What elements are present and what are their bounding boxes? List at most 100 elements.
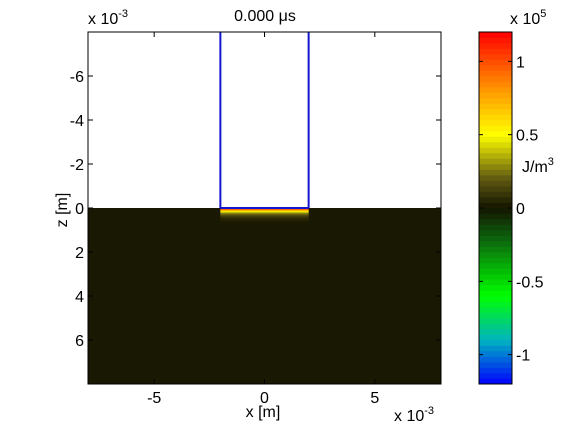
colorbar-band — [479, 164, 512, 170]
x-tick-label: 5 — [370, 390, 379, 407]
colorbar-band — [479, 32, 512, 38]
colorbar-band — [479, 356, 512, 363]
colorbar-band — [479, 340, 512, 346]
colorbar-band — [479, 329, 512, 335]
colorbar-band — [479, 235, 512, 242]
colorbar-band — [479, 120, 512, 126]
colorbar-band — [479, 257, 512, 264]
x-tick-label: -5 — [147, 390, 161, 407]
colorbar-band — [479, 362, 512, 368]
colorbar-band — [479, 334, 512, 341]
colorbar-band — [479, 81, 512, 88]
colorbar-band — [479, 158, 512, 165]
energy-strip — [220, 219, 309, 222]
colorbar-band — [479, 103, 512, 110]
colorbar-band — [479, 186, 512, 192]
colorbar-band — [479, 307, 512, 313]
colorbar-band — [479, 224, 512, 231]
colorbar-band — [479, 169, 512, 176]
z-tick-label: 4 — [75, 289, 84, 306]
colorbar-band — [479, 290, 512, 297]
colorbar-band — [479, 175, 512, 181]
colorbar-band — [479, 296, 512, 302]
colorbar-unit-base: J/m — [522, 159, 548, 176]
colorbar-band — [479, 142, 512, 148]
colorbar-band — [479, 373, 512, 379]
colorbar-band — [479, 109, 512, 115]
colorbar-band — [479, 191, 512, 198]
colorbar-band — [479, 274, 512, 280]
energy-strip — [220, 218, 309, 220]
medium-region — [88, 208, 441, 384]
x-multiplier-exponent: -3 — [424, 405, 434, 417]
colorbar-band — [479, 48, 512, 55]
colorbar-band — [479, 241, 512, 247]
z-multiplier-exponent: -3 — [118, 8, 128, 20]
colorbar-band — [479, 263, 512, 269]
colorbar-tick-label: -1 — [516, 348, 530, 365]
colorbar-band — [479, 92, 512, 99]
x-multiplier: x 10-3 — [394, 405, 434, 425]
colorbar-band — [479, 43, 512, 49]
x-ticks: -5 0 5 — [147, 32, 379, 407]
colorbar-band — [479, 367, 512, 374]
plot-title: 0.000 μs — [234, 8, 296, 25]
upper-region — [88, 32, 441, 208]
z-tick-label: -6 — [70, 69, 84, 86]
colorbar: -1 -0.5 0 0.5 1 — [478, 31, 544, 385]
energy-strip — [220, 211, 309, 214]
colorbar-band — [479, 180, 512, 187]
z-ticks: -6 -4 -2 0 2 4 6 — [70, 69, 441, 350]
colorbar-band — [479, 252, 512, 258]
energy-layer — [220, 208, 309, 224]
energy-strip — [220, 213, 309, 215]
z-tick-label: 2 — [75, 245, 84, 262]
colorbar-band — [479, 136, 512, 143]
colorbar-unit: J/m3 — [522, 156, 554, 176]
colorbar-band — [479, 246, 512, 253]
colorbar-multiplier: x 105 — [510, 8, 546, 28]
colorbar-band — [479, 323, 512, 330]
z-axis-label: z [m] — [54, 193, 71, 228]
colorbar-band — [479, 345, 512, 352]
colorbar-band — [479, 87, 512, 93]
energy-strip — [220, 222, 309, 224]
colorbar-band — [479, 312, 512, 319]
colorbar-band — [479, 76, 512, 82]
colorbar-band — [479, 285, 512, 291]
colorbar-band — [479, 208, 512, 214]
colorbar-band — [479, 125, 512, 132]
colorbar-band — [479, 378, 512, 385]
colorbar-band — [479, 213, 512, 220]
colorbar-band — [479, 131, 512, 137]
colorbar-multiplier-exponent: 5 — [540, 8, 546, 20]
energy-strip — [220, 220, 309, 223]
colorbar-multiplier-base: x 10 — [510, 11, 540, 28]
x-axis-label: x [m] — [246, 404, 281, 421]
colorbar-band — [479, 65, 512, 71]
colorbar-band — [479, 37, 512, 44]
energy-strip — [220, 216, 309, 219]
energy-strip — [220, 215, 309, 218]
colorbar-tick-label: 0 — [516, 201, 525, 218]
transducer-outline — [219, 32, 310, 209]
colorbar-band — [479, 230, 512, 236]
colorbar-band — [479, 219, 512, 225]
colorbar-band — [479, 59, 512, 66]
colorbar-ticks: -1 -0.5 0 0.5 1 — [479, 54, 544, 365]
energy-strip — [220, 214, 309, 216]
main-axes: -5 0 5 -6 -4 -2 0 2 4 6 — [70, 31, 442, 407]
z-tick-label: -4 — [70, 113, 84, 130]
colorbar-tick-label: 1 — [516, 54, 525, 71]
colorbar-band — [479, 54, 512, 60]
colorbar-bands — [479, 32, 512, 385]
colorbar-band — [479, 318, 512, 324]
x-tick-label: 0 — [260, 390, 269, 407]
energy-strip — [220, 209, 309, 211]
colorbar-band — [479, 202, 512, 209]
colorbar-band — [479, 279, 512, 286]
colorbar-band — [479, 114, 512, 121]
colorbar-band — [479, 301, 512, 308]
colorbar-band — [479, 70, 512, 77]
